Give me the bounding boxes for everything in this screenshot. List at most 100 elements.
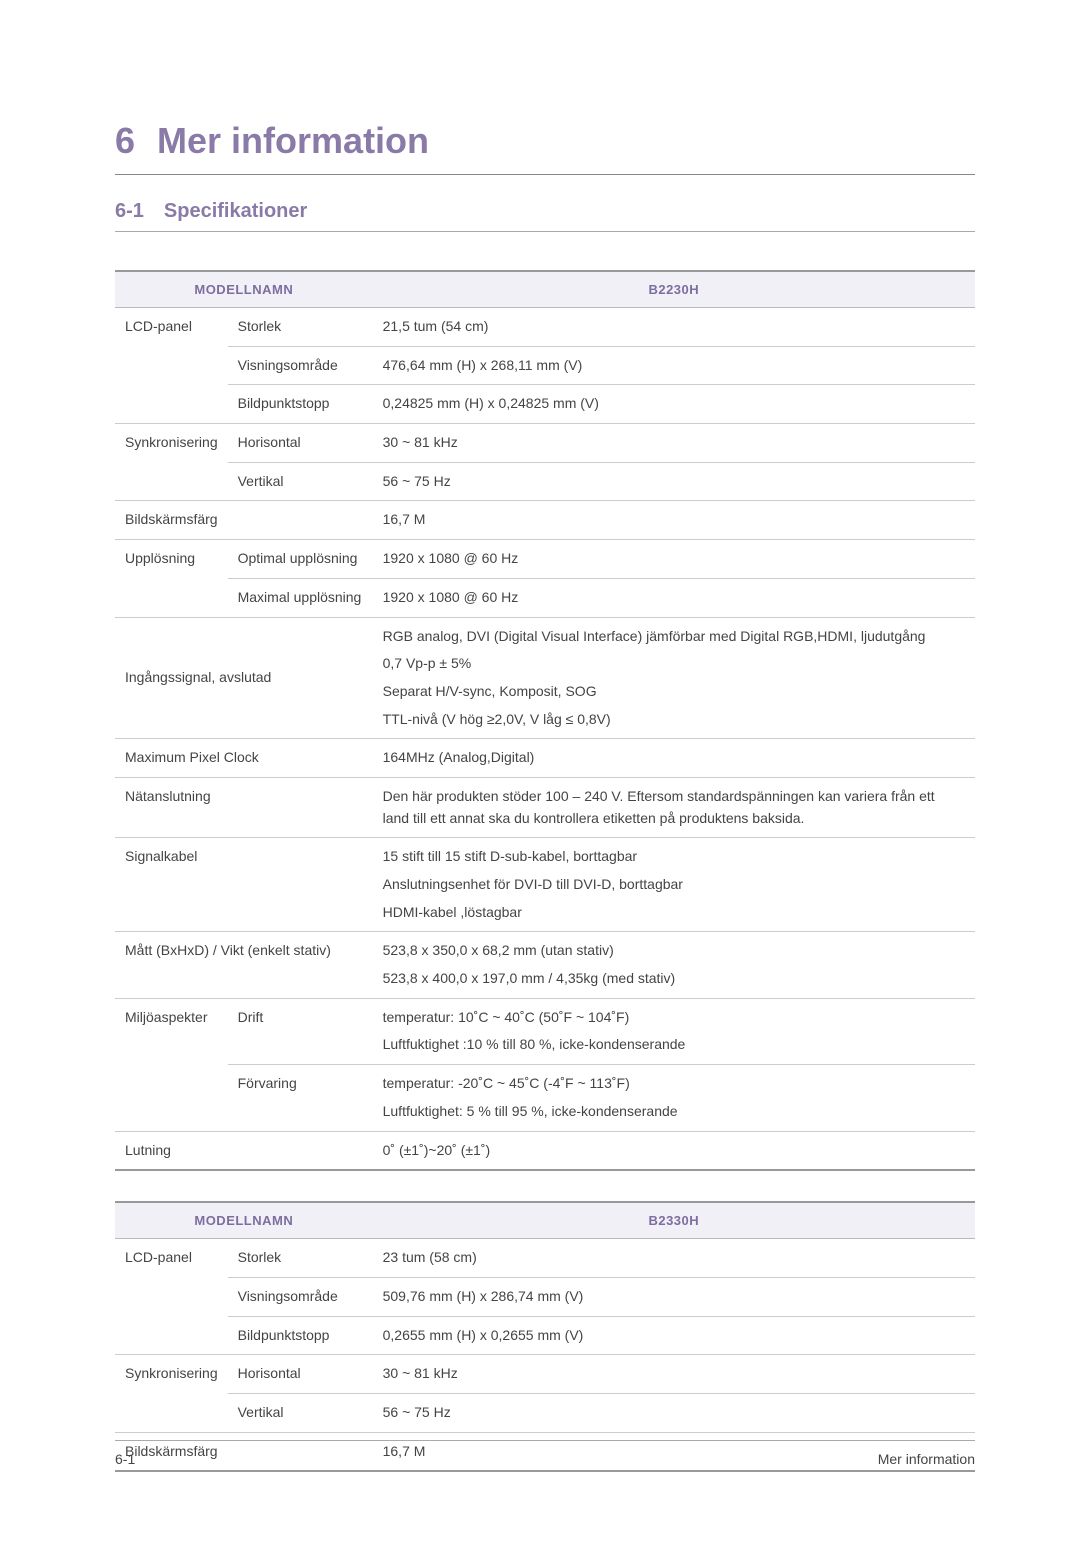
chapter-rule: [115, 174, 975, 175]
cell-sync-h-val: 30 ~ 81 kHz: [373, 1355, 975, 1394]
cell-input-l4: TTL-nivå (V hög ≥2,0V, V låg ≤ 0,8V): [383, 709, 965, 731]
footer-right: Mer information: [878, 1451, 975, 1467]
table-row: Signalkabel 15 stift till 15 stift D-sub…: [115, 838, 975, 932]
table-row: Maximum Pixel Clock 164MHz (Analog,Digit…: [115, 739, 975, 778]
cell-sync-v-val: 56 ~ 75 Hz: [373, 462, 975, 501]
cell-res-opt-val: 1920 x 1080 @ 60 Hz: [373, 540, 975, 579]
cell-env-label: Miljöaspekter: [115, 998, 228, 1131]
table-row: Synkronisering Horisontal 30 ~ 81 kHz: [115, 1355, 975, 1394]
cell-power-val: Den här produkten stöder 100 – 240 V. Ef…: [373, 777, 975, 837]
cell-env-st-val: temperatur: -20˚C ~ 45˚C (-4˚F ~ 113˚F) …: [373, 1065, 975, 1131]
cell-cable-label: Signalkabel: [115, 838, 373, 932]
table-row: Visningsområde 509,76 mm (H) x 286,74 mm…: [115, 1277, 975, 1316]
header-modelname: MODELLNAMN: [115, 271, 373, 308]
chapter-title: 6 Mer information: [115, 120, 975, 162]
table-row: Vertikal 56 ~ 75 Hz: [115, 1393, 975, 1432]
section-name: Specifikationer: [164, 200, 307, 222]
footer-left: 6-1: [115, 1451, 135, 1467]
cell-color-val: 16,7 M: [373, 501, 975, 540]
cell-area-val: 509,76 mm (H) x 286,74 mm (V): [373, 1277, 975, 1316]
cell-dim-val: 523,8 x 350,0 x 68,2 mm (utan stativ) 52…: [373, 932, 975, 998]
cell-sync-v-label: Vertikal: [228, 462, 373, 501]
cell-power-label: Nätanslutning: [115, 777, 373, 837]
cell-area-val: 476,64 mm (H) x 268,11 mm (V): [373, 346, 975, 385]
spec-table-1: MODELLNAMN B2230H LCD-panel Storlek 21,5…: [115, 270, 975, 1171]
cell-pitch-val: 0,24825 mm (H) x 0,24825 mm (V): [373, 385, 975, 424]
table-row: Lutning 0˚ (±1˚)~20˚ (±1˚): [115, 1131, 975, 1170]
section-rule: [115, 231, 975, 232]
cell-sync-label: Synkronisering: [115, 1355, 228, 1432]
cell-pitch-label: Bildpunktstopp: [228, 385, 373, 424]
cell-env-op-l1: temperatur: 10˚C ~ 40˚C (50˚F ~ 104˚F): [383, 1007, 965, 1029]
cell-env-op-val: temperatur: 10˚C ~ 40˚C (50˚F ~ 104˚F) L…: [373, 998, 975, 1064]
cell-env-op-l2: Luftfuktighet :10 % till 80 %, icke-kond…: [383, 1034, 965, 1056]
cell-env-op-label: Drift: [228, 998, 373, 1064]
table-row: Synkronisering Horisontal 30 ~ 81 kHz: [115, 424, 975, 463]
cell-input-val: RGB analog, DVI (Digital Visual Interfac…: [373, 617, 975, 739]
cell-clock-label: Maximum Pixel Clock: [115, 739, 373, 778]
cell-env-st-l1: temperatur: -20˚C ~ 45˚C (-4˚F ~ 113˚F): [383, 1073, 965, 1095]
cell-sync-h-label: Horisontal: [228, 1355, 373, 1394]
cell-cable-l1: 15 stift till 15 stift D-sub-kabel, bort…: [383, 846, 965, 868]
table-row: Nätanslutning Den här produkten stöder 1…: [115, 777, 975, 837]
cell-lcd-label: LCD-panel: [115, 308, 228, 424]
header-model-value: B2230H: [373, 271, 975, 308]
cell-input-l3: Separat H/V-sync, Komposit, SOG: [383, 681, 965, 703]
cell-sync-h-val: 30 ~ 81 kHz: [373, 424, 975, 463]
cell-sync-v-label: Vertikal: [228, 1393, 373, 1432]
cell-clock-val: 164MHz (Analog,Digital): [373, 739, 975, 778]
cell-color-label: Bildskärmsfärg: [115, 501, 373, 540]
cell-res-opt-label: Optimal upplösning: [228, 540, 373, 579]
cell-tilt-label: Lutning: [115, 1131, 373, 1170]
cell-cable-l2: Anslutningsenhet för DVI-D till DVI-D, b…: [383, 874, 965, 896]
cell-input-label: Ingångssignal, avslutad: [115, 617, 373, 739]
cell-sync-h-label: Horisontal: [228, 424, 373, 463]
cell-dim-l1: 523,8 x 350,0 x 68,2 mm (utan stativ): [383, 940, 965, 962]
table-row: LCD-panel Storlek 23 tum (58 cm): [115, 1239, 975, 1278]
table-row: LCD-panel Storlek 21,5 tum (54 cm): [115, 308, 975, 347]
table-row: Visningsområde 476,64 mm (H) x 268,11 mm…: [115, 346, 975, 385]
table-header-row: MODELLNAMN B2330H: [115, 1202, 975, 1239]
cell-res-label: Upplösning: [115, 540, 228, 617]
cell-lcd-label: LCD-panel: [115, 1239, 228, 1355]
cell-dim-label: Mått (BxHxD) / Vikt (enkelt stativ): [115, 932, 373, 998]
cell-sync-label: Synkronisering: [115, 424, 228, 501]
cell-size-val: 23 tum (58 cm): [373, 1239, 975, 1278]
chapter-number: 6: [115, 120, 135, 161]
header-modelname: MODELLNAMN: [115, 1202, 373, 1239]
cell-res-max-label: Maximal upplösning: [228, 578, 373, 617]
cell-pitch-label: Bildpunktstopp: [228, 1316, 373, 1355]
cell-size-label: Storlek: [228, 308, 373, 347]
table-row: Vertikal 56 ~ 75 Hz: [115, 462, 975, 501]
cell-input-l2: 0,7 Vp-p ± 5%: [383, 653, 965, 675]
spec-table-2: MODELLNAMN B2330H LCD-panel Storlek 23 t…: [115, 1201, 975, 1472]
table-row: Ingångssignal, avslutad RGB analog, DVI …: [115, 617, 975, 739]
page-footer: 6-1 Mer information: [115, 1440, 975, 1467]
table-row: Bildpunktstopp 0,24825 mm (H) x 0,24825 …: [115, 385, 975, 424]
cell-res-max-val: 1920 x 1080 @ 60 Hz: [373, 578, 975, 617]
cell-env-st-label: Förvaring: [228, 1065, 373, 1131]
cell-pitch-val: 0,2655 mm (H) x 0,2655 mm (V): [373, 1316, 975, 1355]
table-row: Bildpunktstopp 0,2655 mm (H) x 0,2655 mm…: [115, 1316, 975, 1355]
table-row: Förvaring temperatur: -20˚C ~ 45˚C (-4˚F…: [115, 1065, 975, 1131]
cell-env-st-l2: Luftfuktighet: 5 % till 95 %, icke-konde…: [383, 1101, 965, 1123]
chapter-name: Mer information: [157, 120, 429, 161]
cell-tilt-val: 0˚ (±1˚)~20˚ (±1˚): [373, 1131, 975, 1170]
table-row: Maximal upplösning 1920 x 1080 @ 60 Hz: [115, 578, 975, 617]
cell-cable-l3: HDMI-kabel ,löstagbar: [383, 902, 965, 924]
table-header-row: MODELLNAMN B2230H: [115, 271, 975, 308]
table-row: Miljöaspekter Drift temperatur: 10˚C ~ 4…: [115, 998, 975, 1064]
section-title: 6-1 Specifikationer: [115, 200, 975, 223]
table-row: Upplösning Optimal upplösning 1920 x 108…: [115, 540, 975, 579]
cell-cable-val: 15 stift till 15 stift D-sub-kabel, bort…: [373, 838, 975, 932]
cell-dim-l2: 523,8 x 400,0 x 197,0 mm / 4,35kg (med s…: [383, 968, 965, 990]
cell-sync-v-val: 56 ~ 75 Hz: [373, 1393, 975, 1432]
cell-area-label: Visningsområde: [228, 1277, 373, 1316]
table-row: Bildskärmsfärg 16,7 M: [115, 501, 975, 540]
header-model-value: B2330H: [373, 1202, 975, 1239]
table-row: Mått (BxHxD) / Vikt (enkelt stativ) 523,…: [115, 932, 975, 998]
section-number: 6-1: [115, 200, 144, 222]
cell-size-label: Storlek: [228, 1239, 373, 1278]
cell-size-val: 21,5 tum (54 cm): [373, 308, 975, 347]
cell-input-l1: RGB analog, DVI (Digital Visual Interfac…: [383, 626, 965, 648]
